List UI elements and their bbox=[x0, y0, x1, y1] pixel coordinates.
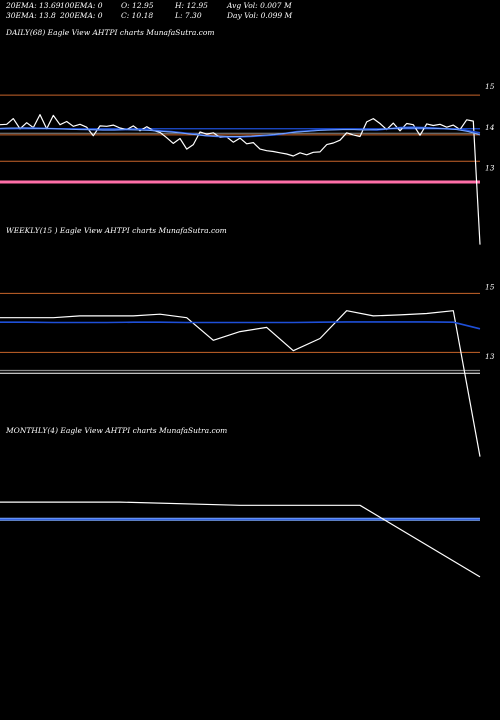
daily-series-line-0 bbox=[0, 113, 481, 245]
weekly-panel-title: WEEKLY(15 ) Eagle View AHTPI charts Muna… bbox=[6, 226, 227, 235]
weekly-series-line-0 bbox=[0, 310, 481, 457]
daily-panel: 15 14 13 bbox=[0, 82, 495, 245]
header-ema200: 200EMA: 0 bbox=[60, 11, 103, 20]
weekly-series-line-1 bbox=[0, 321, 481, 330]
daily-panel-title: DAILY(68) Eagle View AHTPI charts Munafa… bbox=[6, 28, 215, 37]
weekly-y-tick-label: 15 bbox=[485, 282, 495, 291]
header-ema20: 20EMA: 13.69 bbox=[6, 1, 61, 10]
daily-y-tick-label: 15 bbox=[485, 82, 495, 91]
header-avg-vol: Avg Vol: 0.007 M bbox=[227, 1, 292, 10]
header-high: H: 12.95 bbox=[175, 1, 208, 10]
daily-y-tick-label: 13 bbox=[485, 163, 495, 172]
header-ema100: 100EMA: 0 bbox=[60, 1, 103, 10]
header-open: O: 12.95 bbox=[121, 1, 154, 10]
header-low: L: 7.30 bbox=[175, 11, 202, 20]
weekly-y-tick-label: 13 bbox=[485, 352, 495, 361]
monthly-panel-title: MONTHLY(4) Eagle View AHTPI charts Munaf… bbox=[6, 426, 228, 435]
monthly-panel bbox=[0, 501, 481, 578]
header-day-vol: Day Vol: 0.099 M bbox=[227, 11, 293, 20]
header-close: C: 10.18 bbox=[121, 11, 154, 20]
daily-series-line-2 bbox=[0, 127, 481, 137]
header-ema30: 30EMA: 13.8 bbox=[6, 11, 56, 20]
monthly-series-line-0 bbox=[0, 501, 481, 578]
daily-y-tick-label: 14 bbox=[485, 123, 495, 132]
